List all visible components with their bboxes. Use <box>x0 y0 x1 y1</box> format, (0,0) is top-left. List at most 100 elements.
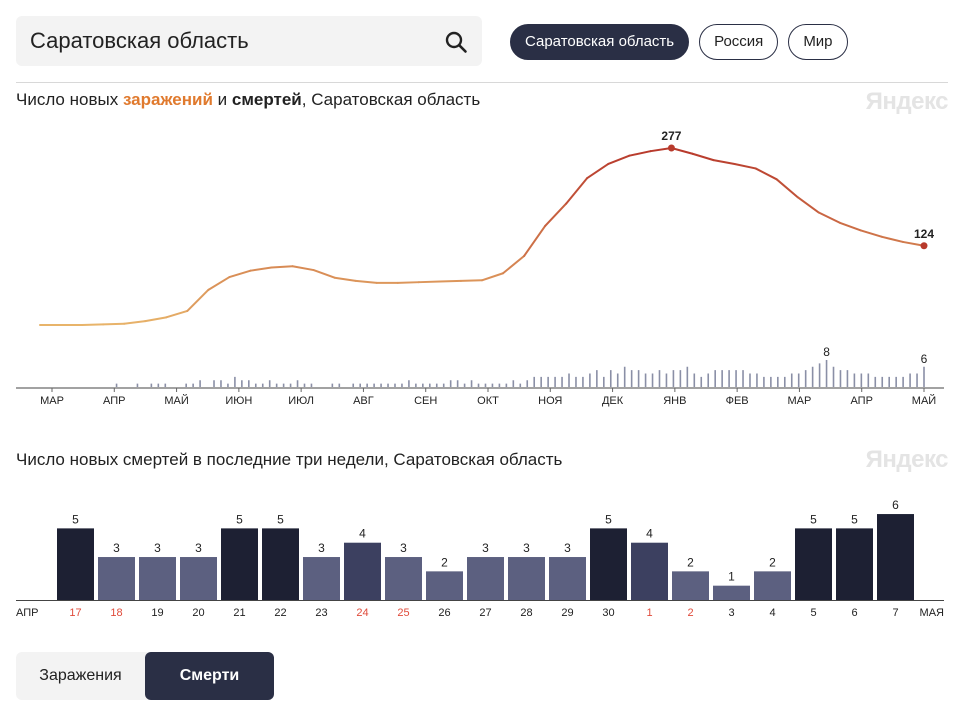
search-icon[interactable] <box>444 30 468 54</box>
deaths-bar <box>672 370 675 387</box>
chart1-title-and: и <box>212 90 232 109</box>
tab-world[interactable]: Мир <box>788 24 848 60</box>
tab-infections[interactable]: Заражения <box>39 667 122 684</box>
deaths-day-value: 5 <box>851 512 858 526</box>
deaths-day-bar <box>631 542 668 600</box>
deaths-bar <box>352 383 355 387</box>
infections-line-segment <box>228 269 252 279</box>
deaths-bar <box>505 383 508 387</box>
infections-line-segment <box>544 202 568 227</box>
deaths-day-bar <box>221 528 258 600</box>
deaths-bar <box>902 376 904 387</box>
deaths-bar <box>790 373 793 387</box>
deaths-day-bar <box>836 528 873 600</box>
deaths-bar <box>860 373 863 387</box>
deaths-bar <box>728 370 730 387</box>
deaths-day-bar <box>549 557 586 600</box>
yandex-watermark: Яндекс <box>865 88 949 115</box>
deaths-annotation: 6 <box>921 352 928 366</box>
deaths-bar <box>596 370 598 387</box>
infections-line-segment <box>775 178 799 199</box>
deaths-day-label: 18 <box>110 607 122 619</box>
deaths-day-bar <box>426 571 463 600</box>
deaths-bar <box>338 383 341 387</box>
deaths-bar <box>749 373 751 387</box>
deaths-bar <box>442 383 445 387</box>
deaths-bar <box>623 366 626 387</box>
deaths-day-label: 25 <box>397 607 409 619</box>
deaths-bar <box>456 380 459 387</box>
deaths-bar <box>881 376 884 387</box>
deaths-day-value: 1 <box>728 570 735 584</box>
deaths-day-label: 21 <box>233 607 245 619</box>
month-start-label: АПР <box>16 607 38 619</box>
deaths-day-label: 5 <box>810 607 816 619</box>
infections-line-segment <box>817 211 841 224</box>
deaths-day-value: 3 <box>523 541 530 555</box>
deaths-bar <box>811 366 814 387</box>
deaths-bar <box>359 383 361 387</box>
search-input[interactable] <box>30 16 430 66</box>
deaths-day-bar <box>590 528 627 600</box>
deaths-day-bar <box>57 528 94 600</box>
deaths-day-bar <box>98 557 135 600</box>
deaths-day-value: 2 <box>687 555 694 569</box>
chart1-title-suffix: , Саратовская область <box>301 90 481 109</box>
deaths-bar <box>853 373 856 387</box>
infections-line-segment <box>670 147 694 155</box>
deaths-day-bar <box>344 542 381 600</box>
tab-saratov-region[interactable]: Саратовская область <box>510 24 690 60</box>
deaths-day-value: 4 <box>359 527 366 541</box>
deaths-bar <box>568 373 570 387</box>
deaths-bar <box>310 383 313 387</box>
infections-line-segment <box>838 221 862 232</box>
deaths-bar <box>136 383 139 387</box>
infections-line-segment <box>354 279 378 284</box>
infections-line-segment <box>396 281 420 284</box>
deaths-day-bar <box>467 557 504 600</box>
search-box[interactable] <box>16 16 482 66</box>
deaths-bar <box>157 383 160 387</box>
deaths-bar <box>644 373 647 387</box>
deaths-bar <box>241 380 243 387</box>
infections-line-segment <box>649 147 673 153</box>
chart1-title-prefix: Число новых <box>16 90 123 109</box>
deaths-day-bar <box>139 557 176 600</box>
x-tick-label: ЯНВ <box>663 395 686 407</box>
deaths-bar <box>422 383 424 387</box>
infections-annotation: 277 <box>661 129 681 143</box>
deaths-bar <box>707 373 710 387</box>
deaths-bar <box>373 383 375 387</box>
deaths-day-label: 3 <box>728 607 734 619</box>
deaths-day-label: 30 <box>602 607 614 619</box>
deaths-bar <box>463 383 466 387</box>
deaths-day-label: 4 <box>769 607 775 619</box>
deaths-bar <box>164 383 167 387</box>
deaths-bar <box>282 383 285 387</box>
deaths-day-bar <box>303 557 340 600</box>
deaths-bar <box>630 370 633 387</box>
tab-deaths[interactable]: Смерти <box>145 652 274 700</box>
divider <box>16 82 948 83</box>
deaths-bar <box>888 376 890 387</box>
deaths-bar <box>923 366 925 387</box>
deaths-bar <box>227 383 229 387</box>
deaths-bar <box>261 383 264 387</box>
deaths-bar <box>895 376 897 387</box>
infections-line-segment <box>459 279 483 282</box>
infections-line-segment <box>81 323 105 326</box>
deaths-bar <box>296 380 299 387</box>
infections-line-segment <box>586 162 610 180</box>
deaths-day-bar <box>877 514 914 600</box>
deaths-three-weeks-chart: 5173183193205215223234243252263273283295… <box>16 498 944 619</box>
tab-russia[interactable]: Россия <box>699 24 779 60</box>
deaths-bar <box>254 383 257 387</box>
infections-marker <box>667 144 675 152</box>
deaths-bar <box>693 373 696 387</box>
deaths-day-bar <box>795 528 832 600</box>
infections-marker <box>920 242 928 250</box>
infections-line-segment <box>523 224 547 257</box>
deaths-day-bar <box>713 585 750 600</box>
infections-line-segment <box>249 266 273 272</box>
deaths-bar <box>616 373 619 387</box>
